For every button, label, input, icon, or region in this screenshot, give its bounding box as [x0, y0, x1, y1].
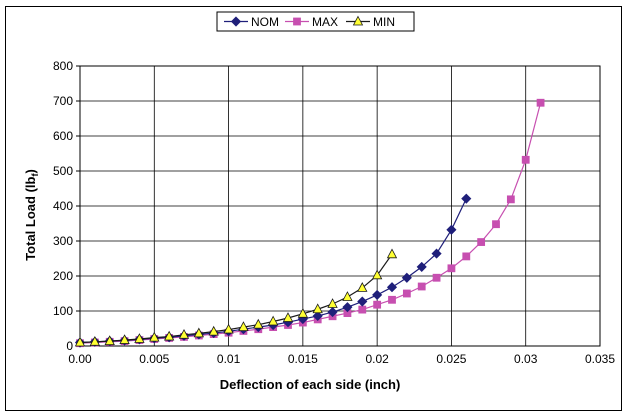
data-point-min [297, 307, 309, 318]
x-tick-label: 0.015 [288, 352, 318, 366]
data-point-max [521, 155, 530, 164]
y-axis-title-main: Total Load (lb [23, 176, 38, 260]
x-tick-label: 0.00 [68, 352, 92, 366]
data-point-min [104, 335, 115, 346]
y-tick-label: 800 [53, 59, 73, 73]
data-point-nom [461, 193, 472, 204]
legend-label-nom: NOM [251, 15, 279, 29]
data-point-max [477, 238, 486, 246]
chart-frame: 0.00 0.005 0.01 0.015 0.02 0.025 0.03 0.035 0 100… [5, 6, 622, 411]
legend-box [216, 11, 415, 32]
data-point-min [134, 333, 145, 343]
data-point-min [327, 298, 338, 308]
data-point-min [312, 303, 323, 314]
y-axis-title-close: ) [23, 169, 38, 173]
data-point-min [223, 323, 234, 334]
data-point-max [402, 289, 411, 298]
data-point-max [462, 252, 471, 261]
y-tick-label: 600 [53, 129, 73, 143]
legend: NOM MAX MIN [216, 11, 415, 32]
data-point-min [89, 335, 101, 346]
data-point-min [119, 334, 130, 344]
y-tick-label: 700 [53, 94, 73, 108]
tick-labels: 0.00 0.005 0.01 0.015 0.02 0.025 0.03 0.035 0 100… [53, 59, 615, 366]
data-point-max [536, 98, 545, 107]
data-point-min [386, 248, 398, 259]
x-tick-label: 0.03 [514, 352, 538, 366]
data-point-min [342, 291, 353, 301]
data-point-max [432, 273, 441, 282]
data-point-max [388, 295, 396, 304]
data-point-max [506, 195, 515, 204]
series-line-max [79, 102, 542, 344]
data-point-nom [401, 272, 412, 283]
plot-area-border [79, 65, 601, 347]
legend-marker-min [352, 15, 364, 26]
legend-item-max: MAX [285, 15, 338, 29]
data-point-max [358, 305, 367, 314]
data-point-max [447, 264, 456, 273]
data-point-min [149, 331, 160, 342]
x-axis-title: Deflection of each side (inch) [220, 377, 401, 392]
legend-marker-max [293, 17, 301, 26]
series-layer [74, 98, 545, 348]
data-point-nom [312, 310, 323, 321]
data-point-min [193, 327, 205, 338]
y-tick-label: 500 [53, 164, 73, 178]
data-point-min [163, 330, 175, 341]
y-tick-label: 0 [66, 339, 73, 353]
data-point-nom [431, 248, 442, 259]
data-point-max [417, 282, 426, 291]
data-point-nom [386, 282, 398, 293]
x-tick-label: 0.01 [217, 352, 241, 366]
data-point-min [357, 282, 368, 292]
data-point-min [74, 336, 86, 347]
data-point-min [178, 328, 190, 339]
series-min [74, 248, 398, 347]
data-point-nom [372, 289, 383, 300]
grid [79, 65, 601, 347]
legend-marker-nom [230, 16, 242, 27]
y-axis-title-subscript: f [30, 173, 40, 177]
x-tick-label: 0.02 [365, 352, 389, 366]
legend-item-min: MIN [346, 15, 395, 29]
y-tick-label: 400 [53, 199, 73, 213]
data-point-nom [446, 224, 457, 235]
y-tick-label: 300 [53, 234, 73, 248]
data-point-min [282, 312, 294, 322]
data-point-min [238, 321, 249, 332]
data-point-min [208, 325, 219, 336]
data-point-min [267, 315, 279, 326]
y-tick-label: 200 [53, 269, 73, 283]
data-point-min [371, 269, 383, 280]
data-point-nom [342, 302, 353, 313]
data-point-nom [327, 306, 338, 318]
legend-item-nom: NOM [224, 15, 279, 29]
legend-label-max: MAX [312, 15, 338, 29]
series-line-min [79, 253, 393, 344]
data-point-max [492, 220, 500, 229]
x-tick-label: 0.025 [436, 352, 466, 366]
data-point-min [253, 318, 264, 329]
y-tick-label: 100 [53, 304, 73, 318]
y-axis-title: Total Load (lbf) [23, 169, 40, 261]
x-tick-label: 0.035 [585, 352, 615, 366]
load-deflection-chart: 0.00 0.005 0.01 0.015 0.02 0.025 0.03 0.035 0 100… [23, 11, 615, 392]
data-point-nom [416, 261, 427, 272]
x-tick-label: 0.005 [139, 352, 169, 366]
legend-label-min: MIN [373, 15, 395, 29]
data-point-nom [357, 296, 368, 307]
data-point-max [373, 300, 382, 309]
